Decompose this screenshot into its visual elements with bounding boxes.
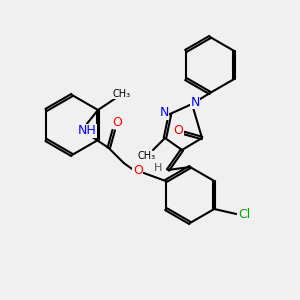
Text: CH₃: CH₃: [113, 89, 131, 99]
Text: Cl: Cl: [238, 208, 250, 220]
Text: H: H: [154, 163, 162, 173]
Text: O: O: [173, 124, 183, 137]
Text: CH₃: CH₃: [138, 151, 156, 161]
Text: N: N: [159, 106, 169, 119]
Text: O: O: [133, 164, 143, 178]
Text: NH: NH: [77, 124, 96, 137]
Text: O: O: [112, 116, 122, 128]
Text: N: N: [190, 95, 200, 109]
